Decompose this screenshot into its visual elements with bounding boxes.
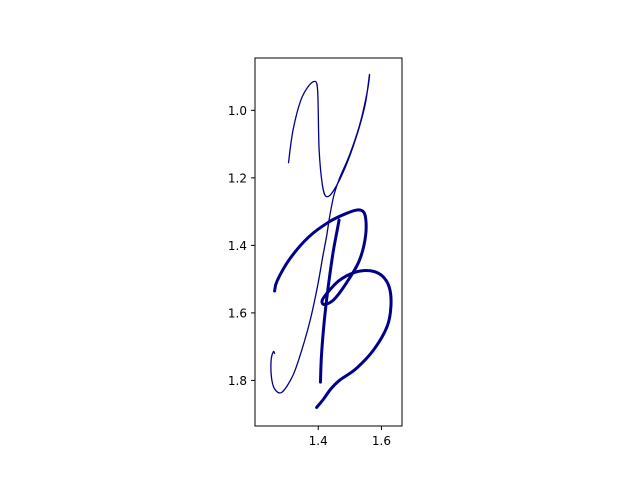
x-tick-label: 1.4 <box>309 434 328 448</box>
y-tick-label: 1.4 <box>228 239 247 253</box>
x-tick-label: 1.6 <box>372 434 391 448</box>
series-line-1 <box>270 73 371 394</box>
y-tick-label: 1.6 <box>228 306 247 320</box>
y-tick-label: 1.2 <box>228 171 247 185</box>
y-tick-label: 1.8 <box>228 374 247 388</box>
series-line-3 <box>318 218 341 384</box>
x-axis: 1.4 1.6 <box>309 426 391 448</box>
series-layer <box>270 73 393 409</box>
axes-frame <box>254 57 403 427</box>
y-axis: 1.0 1.2 1.4 1.6 1.8 <box>228 104 255 388</box>
series-line-2 <box>273 208 393 409</box>
plot-area <box>254 57 403 427</box>
y-tick-label: 1.0 <box>228 104 247 118</box>
